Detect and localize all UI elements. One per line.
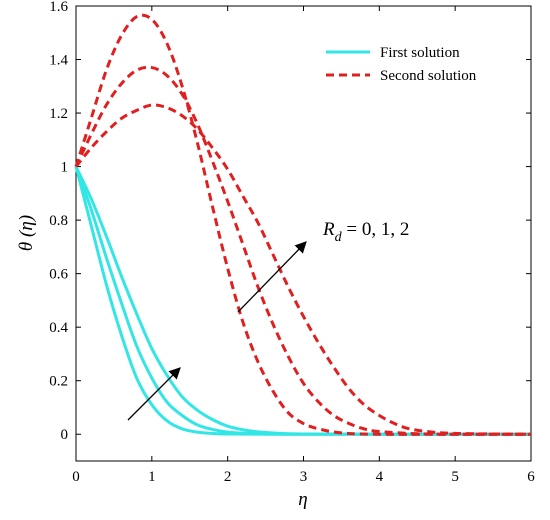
y-tick-label: 0 (61, 427, 69, 443)
legend-box (318, 33, 523, 91)
rd-symbol: R (322, 219, 335, 240)
rd-values: = 0, 1, 2 (342, 219, 410, 240)
second-solution-curve-5 (74, 103, 532, 436)
y-tick-label: 1 (61, 160, 69, 176)
axis-ticks: 0 1 2 3 4 5 6 0 0.2 0.4 0.6 0.8 1 1.2 1.4 1.6 (49, 0, 535, 485)
x-tick-label: 0 (72, 469, 80, 485)
legend-label-first-solution: First solution (380, 45, 460, 61)
rd-subscript: d (335, 230, 343, 245)
x-axis-title: η (298, 489, 307, 510)
x-tick-label: 1 (148, 469, 156, 485)
second-solution-curve-3 (74, 13, 531, 436)
legend-label-second-solution: Second solution (380, 68, 477, 84)
y-tick-label: 1.6 (49, 0, 68, 15)
first-solution-curve-2 (74, 165, 531, 436)
svg-text:Rd = 0, 1, 2: Rd = 0, 1, 2 (322, 219, 409, 245)
rd-annotation: Rd = 0, 1, 2 (127, 219, 409, 421)
legend: First solution Second solution (318, 33, 523, 91)
y-tick-label: 0.6 (49, 267, 68, 283)
y-tick-label: 0.2 (49, 374, 68, 390)
x-tick-label: 3 (300, 469, 308, 485)
series-layer (74, 13, 532, 436)
x-tick-label: 6 (527, 469, 535, 485)
y-tick-label: 0.8 (49, 213, 68, 229)
first-solution-arrow (127, 367, 181, 421)
x-tick-label: 4 (376, 469, 384, 485)
y-tick-label: 0.4 (49, 320, 68, 336)
second-solution-arrow (237, 241, 307, 313)
second-solution-curve-4 (74, 65, 532, 436)
x-tick-label: 5 (451, 469, 459, 485)
y-axis-title: θ (η) (16, 215, 37, 251)
y-tick-label: 1.2 (49, 106, 68, 122)
x-tick-label: 2 (224, 469, 232, 485)
y-tick-label: 1.4 (49, 53, 68, 69)
